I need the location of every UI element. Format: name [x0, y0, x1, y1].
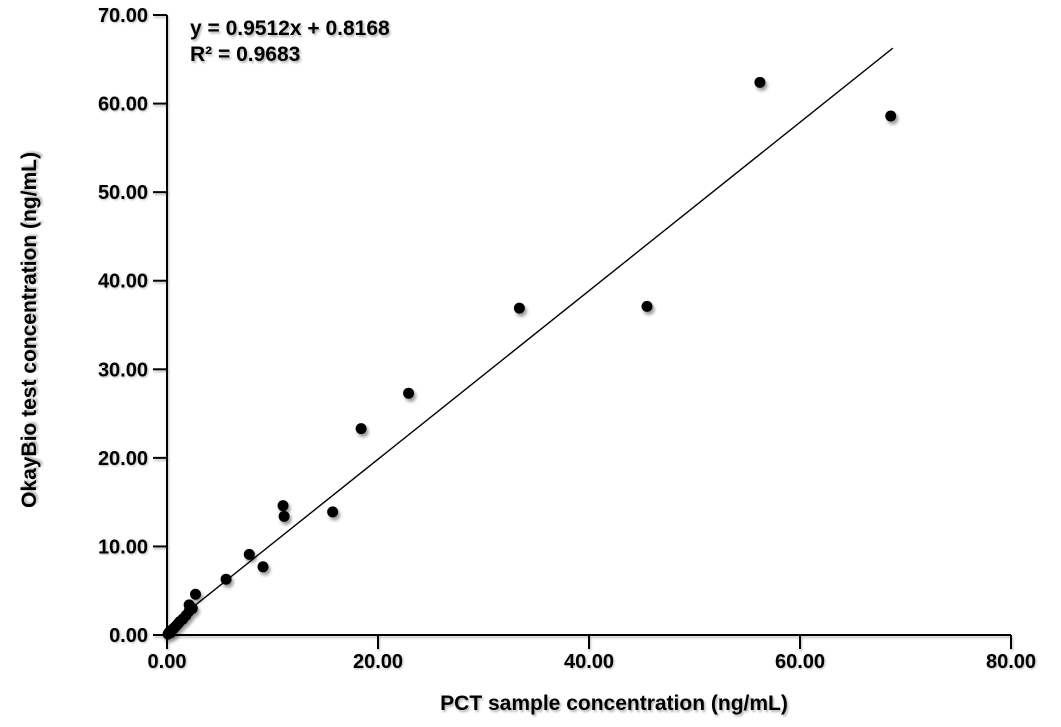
y-tick-label: 50.00	[98, 182, 148, 204]
trendline-group	[166, 47, 894, 629]
x-tick-label: 60.00	[775, 651, 825, 673]
data-point	[189, 588, 201, 600]
y-tick-label: 70.00	[98, 5, 148, 27]
data-point	[403, 387, 415, 399]
tick-labels-group: 0.00 10.00 20.00 30.00 40.00 50.00 60.00 70.00 0…	[98, 5, 1036, 673]
y-tick-label: 30.00	[98, 359, 148, 381]
data-point	[641, 300, 653, 312]
trendline-annotation: y = 0.9512x + 0.8168 R² = 0.9683	[190, 16, 390, 68]
data-point	[277, 500, 289, 512]
tick-marks-group	[153, 14, 1012, 649]
data-point	[754, 76, 766, 88]
x-axis-title: PCT sample concentration (ng/mL)	[440, 692, 788, 715]
data-point	[355, 423, 367, 435]
y-tick-label: 40.00	[98, 271, 148, 293]
x-tick-label: 80.00	[986, 651, 1036, 673]
x-tick-label: 40.00	[564, 651, 614, 673]
data-point	[513, 302, 525, 314]
data-point	[243, 548, 255, 560]
y-axis-title: OkayBio test concentration (ng/mL)	[18, 152, 41, 508]
axes-group	[166, 15, 1011, 636]
data-point	[257, 561, 269, 573]
x-tick-label: 20.00	[353, 651, 403, 673]
data-point	[186, 602, 198, 614]
data-point	[220, 573, 232, 585]
y-tick-label: 10.00	[98, 536, 148, 558]
trend-line	[166, 47, 894, 629]
y-tick-label: 20.00	[98, 448, 148, 470]
data-point	[278, 510, 290, 522]
data-point	[885, 110, 897, 122]
y-tick-label: 0.00	[109, 625, 148, 647]
equation-text: y = 0.9512x + 0.8168	[190, 17, 390, 40]
y-tick-label: 60.00	[98, 94, 148, 116]
r-squared-text: R² = 0.9683	[190, 43, 301, 66]
data-point	[327, 506, 339, 518]
x-tick-label: 0.00	[148, 651, 187, 673]
data-points-group	[162, 76, 897, 640]
